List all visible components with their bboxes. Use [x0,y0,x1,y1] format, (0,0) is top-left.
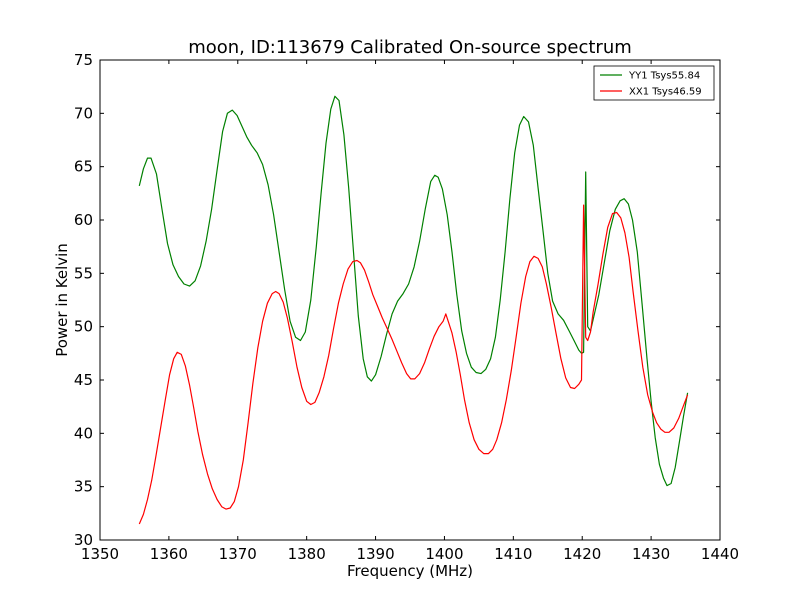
axis-ticks: 1350 1360 1370 1380 1390 1400 1410 1420 1430 1440… [74,51,739,563]
legend: YY1 Tsys55.84 XX1 Tsys46.59 [593,65,715,101]
x-tick-label: 1390 [356,545,394,563]
plot-area [138,95,689,525]
x-tick-label: 1410 [494,545,532,563]
y-tick-label: 70 [74,104,93,122]
x-tick-label: 1350 [81,545,119,563]
y-tick-label: 35 [74,478,93,496]
x-tick-label: 1370 [219,545,257,563]
x-tick-label: 1420 [563,545,601,563]
y-tick-label: 65 [74,158,93,176]
plot-frame [99,59,721,541]
legend-label-0: YY1 Tsys55.84 [628,71,700,82]
y-tick-label: 50 [74,318,93,336]
x-tick-label: 1360 [150,545,188,563]
x-axis-label: Frequency (MHz) [347,562,473,580]
y-tick-label: 60 [74,211,93,229]
series-line-0 [138,95,689,487]
y-tick-label: 45 [74,371,93,389]
series-line-1 [138,204,689,525]
y-tick-label: 55 [74,264,93,282]
legend-label-1: XX1 Tsys46.59 [629,87,702,98]
x-tick-label: 1440 [701,545,739,563]
x-tick-label: 1430 [632,545,670,563]
y-tick-label: 40 [74,424,93,442]
x-tick-label: 1380 [288,545,326,563]
legend-box [593,65,715,101]
y-tick-label: 30 [74,531,93,549]
x-tick-label: 1400 [425,545,463,563]
chart-title: moon, ID:113679 Calibrated On-source spe… [188,37,632,58]
y-axis-label: Power in Kelvin [53,243,71,357]
y-tick-label: 75 [74,51,93,69]
